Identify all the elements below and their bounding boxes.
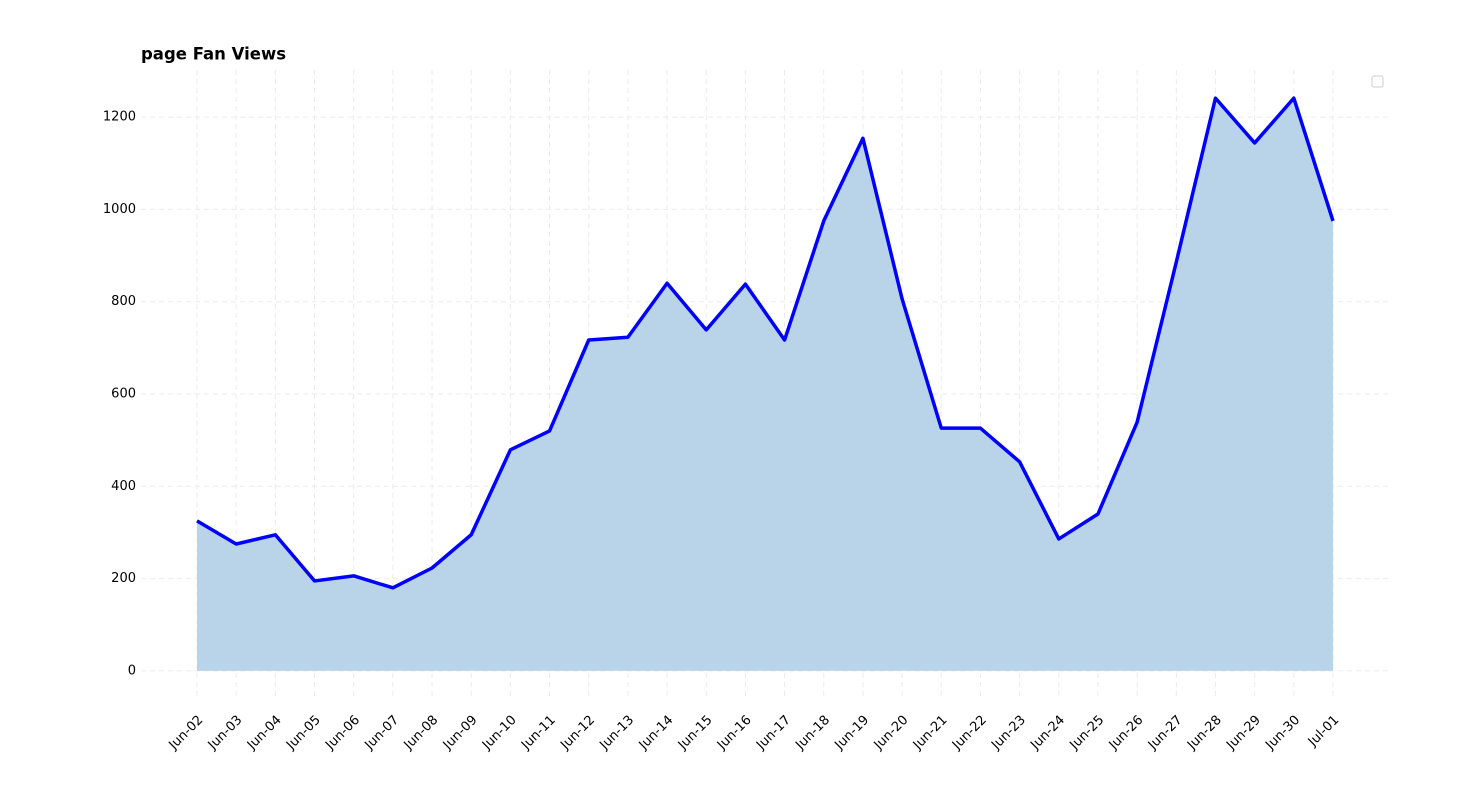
y-tick-label: 800 xyxy=(111,294,136,309)
y-tick-label: 1200 xyxy=(103,110,136,125)
x-tick-label: Jun-17 xyxy=(753,713,794,754)
y-tick-label: 200 xyxy=(111,571,136,586)
y-tick-label: 400 xyxy=(111,479,136,494)
x-tick-label: Jun-06 xyxy=(322,713,363,754)
x-tick-label: Jun-03 xyxy=(205,713,246,754)
x-tick-label: Jun-08 xyxy=(401,713,442,754)
x-tick-label: Jun-11 xyxy=(518,713,559,754)
x-tick-label: Jun-16 xyxy=(714,713,755,754)
x-tick-label: Jun-14 xyxy=(636,713,677,754)
x-tick-label: Jun-26 xyxy=(1106,713,1147,754)
y-tick-label: 0 xyxy=(128,663,136,678)
chart-title: page Fan Views xyxy=(141,45,286,64)
x-tick-label: Jun-02 xyxy=(166,713,207,754)
x-tick-label: Jun-27 xyxy=(1145,713,1186,754)
x-tick-label: Jun-07 xyxy=(361,713,402,754)
x-tick-label: Jun-09 xyxy=(440,713,481,754)
x-tick-label: Jun-29 xyxy=(1223,713,1264,754)
x-tick-label: Jun-23 xyxy=(988,713,1029,754)
x-tick-label: Jun-19 xyxy=(832,713,873,754)
x-tick-label: Jun-30 xyxy=(1262,713,1303,754)
area-fill xyxy=(197,98,1333,671)
x-tick-label: Jun-22 xyxy=(949,713,990,754)
x-tick-label: Jun-10 xyxy=(479,713,520,754)
x-tick-label: Jun-28 xyxy=(1184,713,1225,754)
y-tick-label: 600 xyxy=(111,387,136,402)
legend-box xyxy=(1371,75,1384,88)
x-tick-label: Jun-05 xyxy=(283,713,324,754)
x-tick-label: Jun-24 xyxy=(1027,713,1068,754)
x-tick-label: Jun-25 xyxy=(1067,713,1108,754)
x-tick-label: Jun-18 xyxy=(792,713,833,754)
x-tick-label: Jun-20 xyxy=(871,713,912,754)
x-tick-label: Jun-15 xyxy=(675,713,716,754)
line xyxy=(196,96,1335,590)
x-tick-label: Jun-12 xyxy=(557,713,598,754)
x-tick-label: Jun-21 xyxy=(910,713,951,754)
x-tick-label: Jun-04 xyxy=(244,713,285,754)
y-tick-label: 1000 xyxy=(103,202,136,217)
x-tick-label: Jun-13 xyxy=(597,713,638,754)
x-tick-label: Jul-01 xyxy=(1305,713,1342,750)
